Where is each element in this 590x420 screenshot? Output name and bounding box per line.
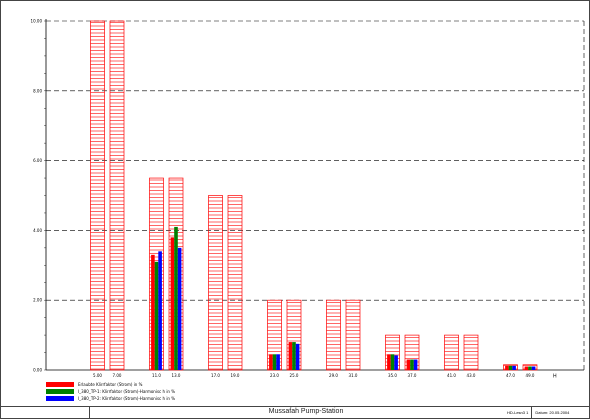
legend-label: I_380_TP-2: Klirrfaktor (Strom)-Harmonis… bbox=[78, 395, 176, 401]
measured-bar bbox=[512, 365, 516, 370]
legend-item: I_380_TP-1: Klirrfaktor (Strom)-Harmonis… bbox=[46, 388, 246, 394]
measured-bar bbox=[413, 359, 418, 370]
footer-doc-id: HD-Lesn3 1 bbox=[507, 407, 533, 419]
x-tick-label: 5.00 bbox=[93, 373, 102, 378]
x-tick-label: 41.0 bbox=[447, 373, 456, 378]
measured-bar bbox=[505, 365, 509, 370]
x-tick-label: 11.0 bbox=[152, 373, 161, 378]
measured-bar bbox=[292, 342, 296, 370]
y-tick-label: 8.00 bbox=[33, 88, 42, 93]
x-tick-label: 19.0 bbox=[231, 373, 240, 378]
measured-bar bbox=[406, 359, 411, 370]
measured-bar bbox=[158, 251, 162, 370]
legend-item: I_380_TP-2: Klirrfaktor (Strom)-Harmonis… bbox=[46, 395, 246, 401]
limit-bar bbox=[208, 195, 223, 371]
y-tick-label: 6.00 bbox=[33, 158, 42, 163]
x-tick-label: 43.0 bbox=[467, 373, 476, 378]
measured-bar bbox=[177, 247, 182, 370]
legend-swatch-red bbox=[46, 381, 74, 387]
x-tick-label: 31.0 bbox=[349, 373, 358, 378]
y-tick-label: 2.00 bbox=[33, 298, 42, 303]
legend-item: Erlaubte Klirrfaktor (Strom) in % bbox=[46, 381, 246, 387]
x-tick-label: 17.0 bbox=[211, 373, 220, 378]
measured-bar bbox=[269, 354, 273, 370]
x-tick-label: 13.0 bbox=[172, 373, 181, 378]
measured-bar bbox=[170, 237, 175, 370]
x-tick-label: 23.0 bbox=[270, 373, 279, 378]
limit-bar bbox=[345, 299, 361, 371]
measured-bar bbox=[524, 366, 529, 370]
footer-date: Datum: 20.05.2004 bbox=[535, 410, 570, 415]
x-tick-label: 37.0 bbox=[408, 373, 417, 378]
x-tick-label: 35.0 bbox=[388, 373, 397, 378]
limit-bar bbox=[227, 195, 243, 371]
y-tick-label: 4.00 bbox=[33, 228, 42, 233]
x-tick-label: 49.0 bbox=[526, 373, 535, 378]
footer: Mussafah Pump-Station HD-Lesn3 1 Datum: … bbox=[1, 406, 589, 419]
measured-bar bbox=[528, 366, 532, 370]
measured-bar bbox=[410, 359, 414, 370]
legend-swatch-blue bbox=[46, 395, 74, 401]
legend-label: Erlaubte Klirrfaktor (Strom) in % bbox=[78, 381, 143, 387]
measured-bar bbox=[272, 354, 277, 370]
limit-bar bbox=[326, 299, 341, 371]
x-tick-label: 7.00 bbox=[113, 373, 122, 378]
limit-bar bbox=[463, 334, 479, 371]
measured-bar bbox=[390, 354, 395, 370]
measured-bar bbox=[174, 226, 178, 370]
x-tick-label: 25.0 bbox=[290, 373, 299, 378]
footer-title: Mussafah Pump-Station bbox=[268, 408, 344, 415]
measured-bar bbox=[387, 354, 391, 370]
measured-bar bbox=[288, 342, 293, 370]
measured-bar bbox=[276, 354, 280, 370]
legend-label: I_380_TP-1: Klirrfaktor (Strom)-Harmonis… bbox=[78, 388, 176, 394]
footer-logo-cell bbox=[1, 407, 90, 419]
measured-bar bbox=[151, 254, 155, 370]
x-tick-label: 29.0 bbox=[329, 373, 338, 378]
measured-bar bbox=[531, 366, 536, 370]
legend: Erlaubte Klirrfaktor (Strom) in % I_380_… bbox=[46, 381, 246, 403]
measured-bar bbox=[295, 343, 300, 370]
measured-bar bbox=[154, 261, 159, 370]
x-tick-label: 47.0 bbox=[506, 373, 515, 378]
limit-bar bbox=[109, 20, 125, 371]
x-unit-label: H bbox=[553, 374, 557, 380]
limit-bar bbox=[90, 20, 105, 371]
footer-info: HD-Lesn3 1 Datum: 20.05.2004 bbox=[507, 407, 569, 419]
measured-bar bbox=[394, 355, 398, 370]
y-tick-label: 10.00 bbox=[31, 19, 43, 24]
measured-bar bbox=[508, 365, 513, 370]
legend-swatch-green bbox=[46, 388, 74, 394]
limit-bar bbox=[444, 334, 459, 371]
y-tick-label: 0.00 bbox=[33, 368, 42, 373]
